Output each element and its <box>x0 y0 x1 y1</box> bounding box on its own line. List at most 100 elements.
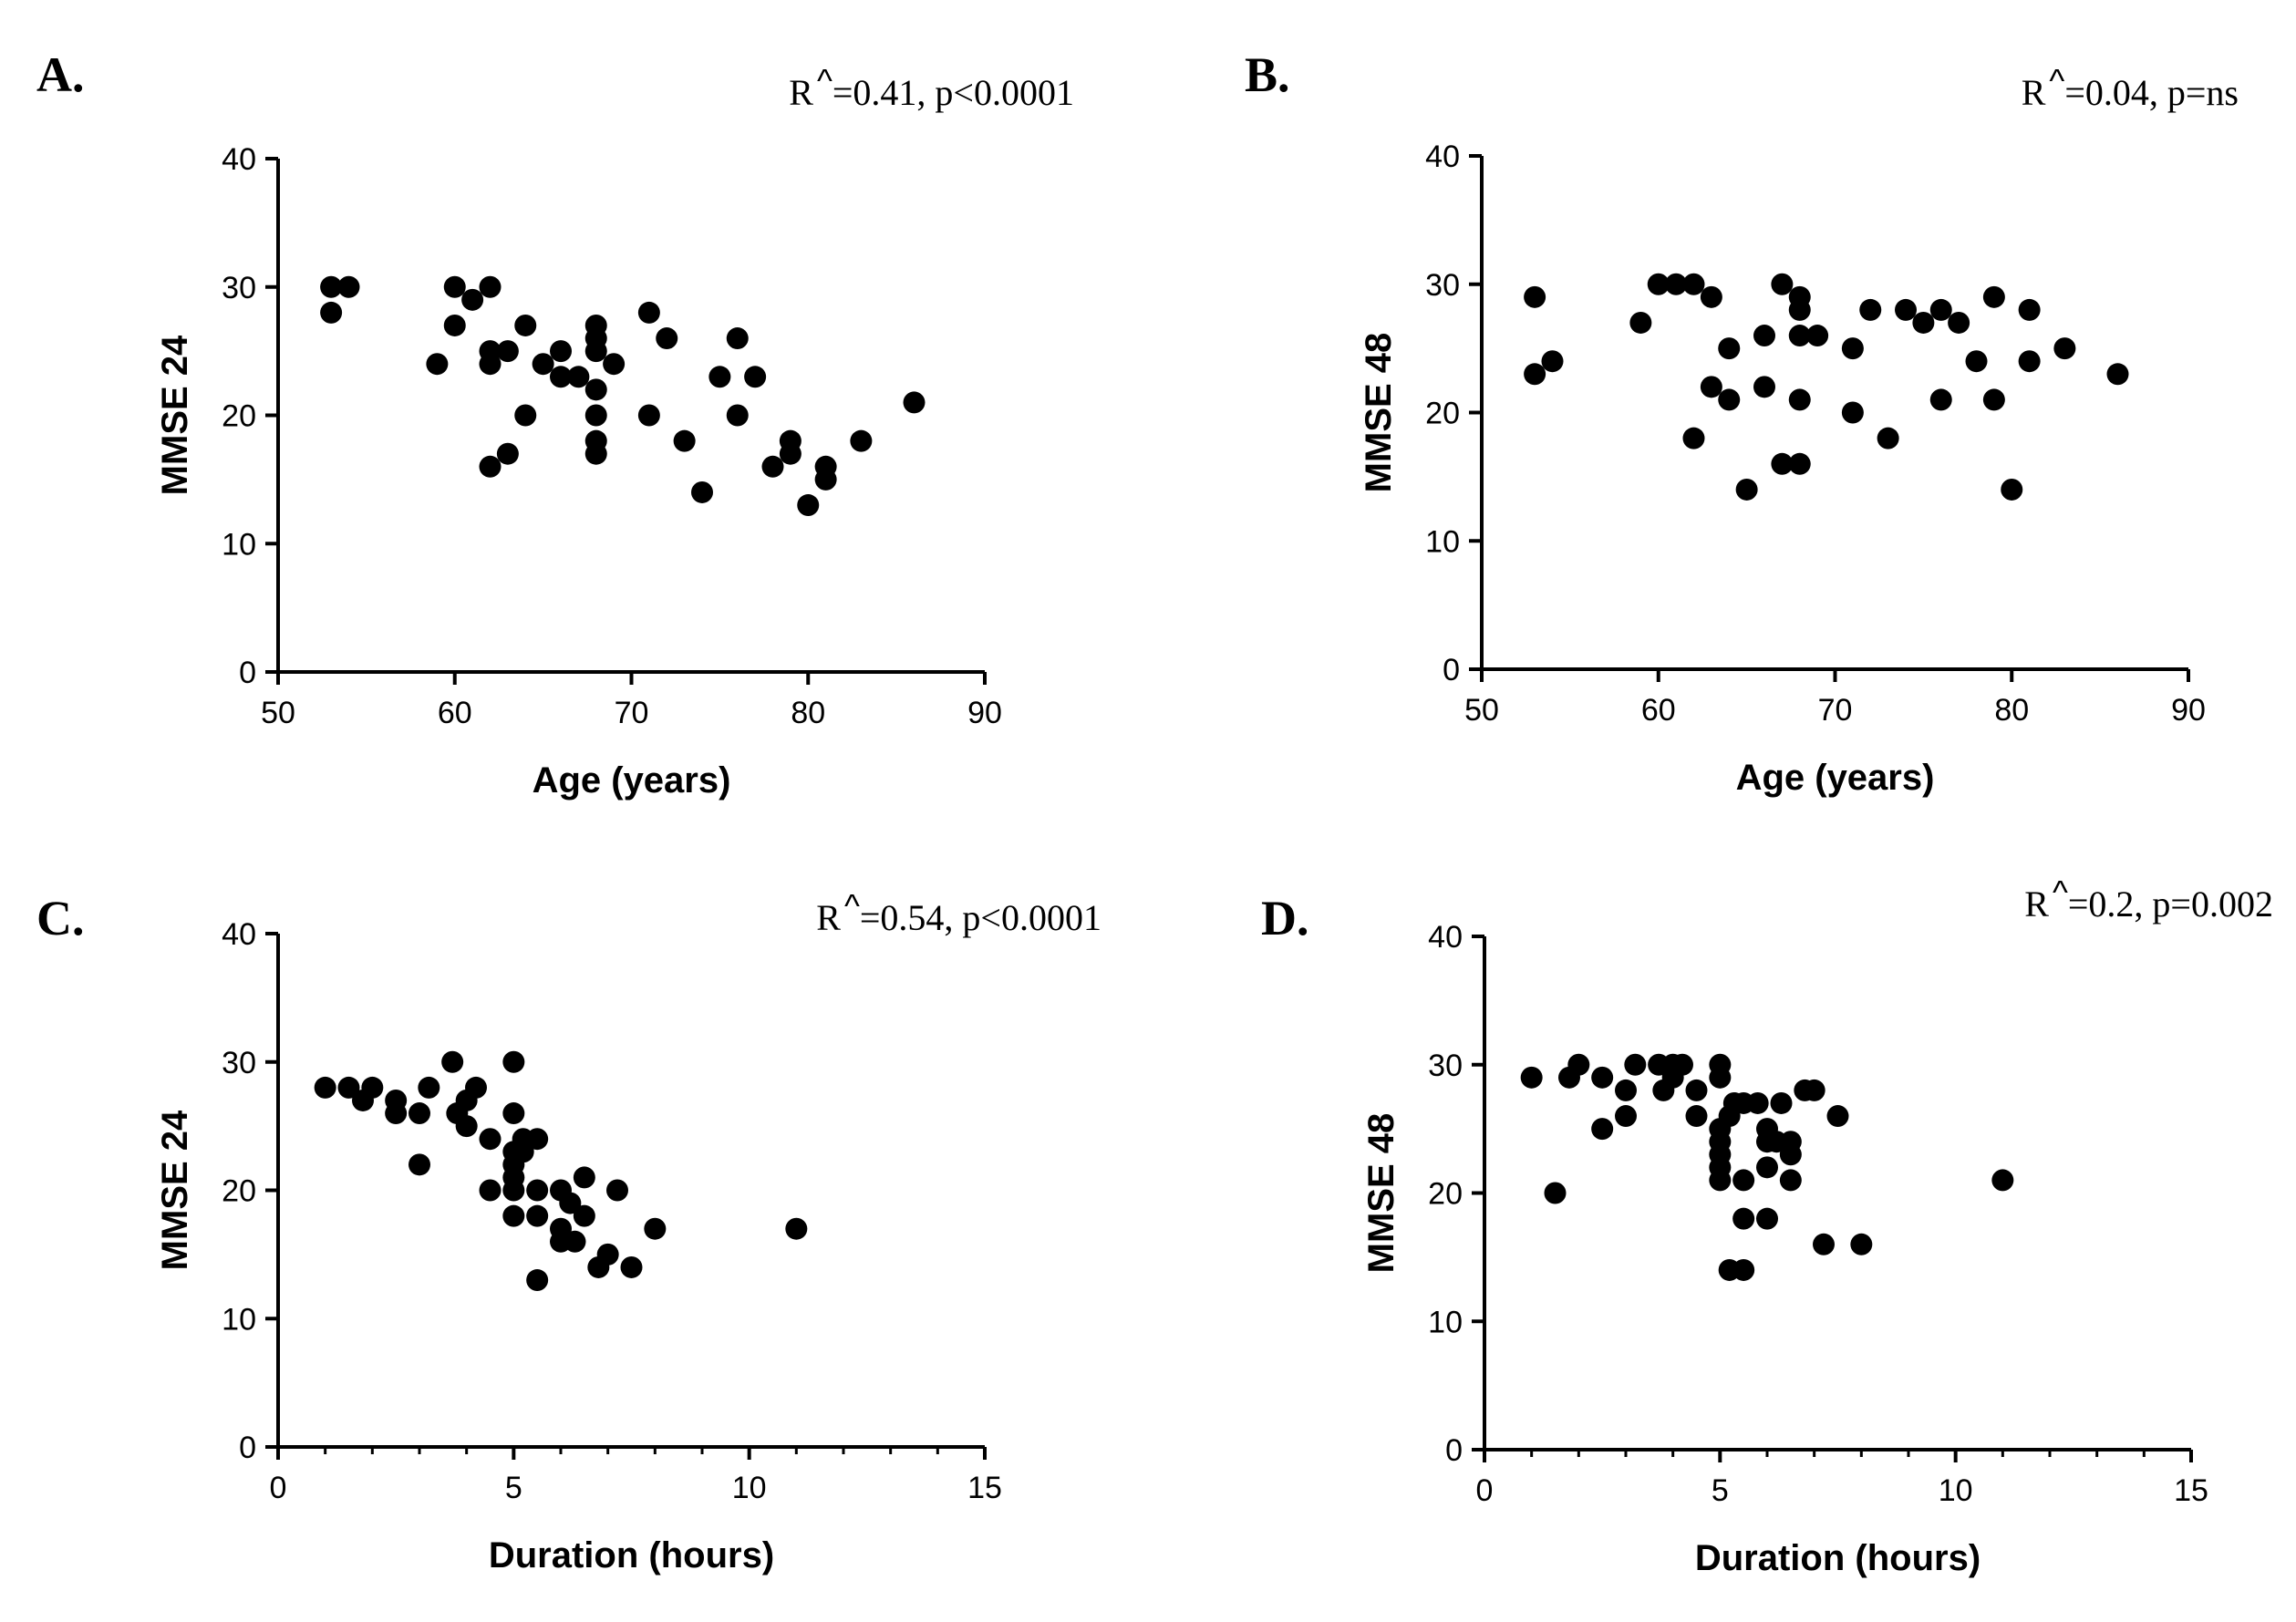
data-point <box>573 1204 595 1227</box>
x-tick-label: 90 <box>2171 693 2206 728</box>
data-point <box>1753 376 1775 398</box>
data-point <box>1665 273 1688 295</box>
data-point <box>637 301 660 324</box>
panel-b: B. R ^=0.04, p=ns 50 60 70 80 90 0 10 20 30 40 Age (y… <box>1245 47 2239 798</box>
data-point <box>1671 1053 1693 1076</box>
data-point <box>584 404 607 427</box>
y-tick-label: 30 <box>1428 1049 1463 1083</box>
data-point <box>426 353 449 376</box>
data-point <box>1700 376 1722 398</box>
data-point <box>526 1128 549 1151</box>
x-tick-label: 5 <box>1712 1473 1729 1508</box>
data-point <box>1788 388 1811 411</box>
y-tick-label: 0 <box>239 656 256 690</box>
x-tick-label: 0 <box>270 1471 287 1505</box>
data-point <box>418 1076 440 1099</box>
data-point <box>1788 298 1811 321</box>
data-point <box>526 1204 549 1227</box>
data-point <box>1541 350 1564 373</box>
data-point <box>708 366 731 388</box>
data-point <box>409 1153 430 1176</box>
data-point <box>1591 1118 1614 1141</box>
y-tick-label: 40 <box>222 917 256 952</box>
data-point <box>361 1076 384 1099</box>
data-point <box>573 1166 595 1189</box>
panel-c: C. R ^=0.54, p<0.0001 0 5 10 15 0 10 20 30 40 Durati… <box>36 887 1101 1576</box>
data-point <box>1771 273 1794 295</box>
data-point <box>726 327 749 350</box>
data-point <box>1718 337 1741 360</box>
data-point <box>320 301 343 324</box>
data-point <box>1756 1207 1778 1230</box>
data-point <box>526 1179 549 1202</box>
data-point <box>850 429 873 452</box>
x-tick-label: 70 <box>615 696 649 730</box>
stat-annotation: R ^=0.54, p<0.0001 <box>816 887 1101 938</box>
x-tick-label: 10 <box>1939 1473 1973 1508</box>
data-point <box>1813 1233 1835 1255</box>
data-point <box>1746 1091 1769 1114</box>
data-point <box>443 275 466 298</box>
y-tick-label: 40 <box>1428 920 1463 955</box>
data-point <box>1877 427 1899 449</box>
data-point <box>1948 311 1970 334</box>
y-tick-label: 30 <box>222 1046 256 1080</box>
x-tick-label: 10 <box>732 1471 767 1505</box>
data-point <box>567 366 590 388</box>
data-point <box>496 442 519 465</box>
panel-letter: A. <box>36 47 85 102</box>
data-point <box>1524 363 1546 386</box>
x-tick-label: 90 <box>967 696 1002 730</box>
x-axis-label: Age (years) <box>1736 758 1935 798</box>
data-point <box>1709 1169 1732 1192</box>
y-tick-label: 10 <box>1425 524 1460 559</box>
data-point <box>903 391 926 414</box>
data-point <box>1929 298 1952 321</box>
data-point <box>1859 298 1882 321</box>
data-point <box>1895 298 1917 321</box>
data-point <box>1982 285 2005 308</box>
data-point <box>1965 350 1988 373</box>
data-point <box>479 1179 502 1202</box>
data-point <box>559 1192 582 1214</box>
data-point <box>1803 1079 1825 1101</box>
data-point <box>2001 478 2023 501</box>
panel-a: A. R ^=0.41, p<0.0001 50 60 70 80 90 0 10 20 30 40 Ag… <box>36 47 1074 801</box>
data-point <box>761 455 784 478</box>
data-point <box>691 480 713 503</box>
data-point <box>606 1179 628 1202</box>
data-point <box>1682 427 1705 449</box>
data-point <box>2106 363 2129 386</box>
data-point <box>1753 325 1775 347</box>
panel-letter: D. <box>1261 891 1309 945</box>
data-point <box>1770 1091 1793 1114</box>
data-point <box>1732 1169 1755 1192</box>
data-point <box>2018 350 2041 373</box>
data-point <box>514 314 537 336</box>
data-point <box>596 1243 619 1266</box>
data-point <box>496 340 519 363</box>
data-point <box>1788 452 1811 475</box>
x-axis-label: Duration (hours) <box>489 1535 774 1576</box>
y-tick-label: 30 <box>222 271 256 305</box>
data-point <box>502 1102 525 1125</box>
data-point <box>409 1102 430 1125</box>
data-point <box>1779 1169 1802 1192</box>
data-point <box>443 314 466 336</box>
data-point <box>1615 1105 1637 1128</box>
data-point <box>479 353 502 376</box>
y-tick-label: 40 <box>1425 139 1460 174</box>
data-point <box>455 1115 478 1138</box>
x-tick-label: 80 <box>791 696 825 730</box>
data-point <box>785 1217 808 1240</box>
data-point <box>1982 388 2005 411</box>
data-point <box>637 404 660 427</box>
y-tick-label: 20 <box>222 1174 256 1209</box>
stat-annotation: R ^=0.04, p=ns <box>2022 62 2239 113</box>
x-axis-label: Age (years) <box>533 760 731 801</box>
y-tick-label: 20 <box>1425 397 1460 431</box>
data-point <box>726 404 749 427</box>
y-tick-label: 0 <box>1443 653 1460 687</box>
data-point <box>1735 478 1758 501</box>
